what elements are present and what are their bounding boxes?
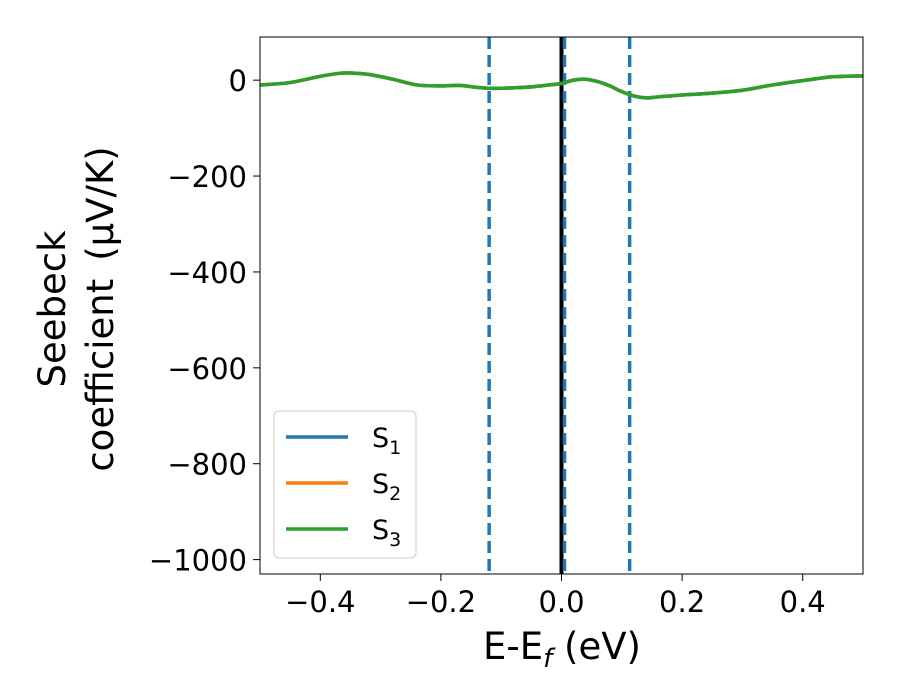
- legend-label-s2: S2: [372, 469, 401, 505]
- y-tick-label: −600: [167, 352, 247, 386]
- x-tick-label: 0.2: [659, 585, 705, 619]
- x-axis-ticks: −0.4 −0.2 0.0 0.2 0.4: [285, 574, 826, 619]
- x-tick-label: 0.4: [780, 585, 826, 619]
- y-axis-ticks: 0 −200 −400 −600 −800 −1000: [149, 64, 260, 578]
- y-tick-label: −1000: [149, 544, 247, 578]
- y-tick-label: −800: [167, 448, 247, 482]
- x-tick-label: −0.2: [406, 585, 476, 619]
- reference-lines: [487, 37, 632, 574]
- series-line-s3: [260, 71, 863, 100]
- y-axis-label: Seebeck: [31, 230, 74, 388]
- legend-label-s3: S3: [372, 515, 401, 551]
- y-tick-label: −200: [167, 160, 247, 194]
- series-lines: [260, 71, 863, 100]
- legend-label-s1: S1: [372, 423, 401, 459]
- legend: S1 S2 S3: [273, 410, 417, 559]
- x-axis-label: E-Ef (eV): [483, 625, 641, 674]
- y-tick-label: −400: [167, 256, 247, 290]
- x-tick-label: 0.0: [538, 585, 584, 619]
- y-tick-label: 0: [229, 64, 247, 98]
- y-axis-label-line2: coefficient(μV/K): [79, 146, 122, 471]
- x-tick-label: −0.4: [285, 585, 355, 619]
